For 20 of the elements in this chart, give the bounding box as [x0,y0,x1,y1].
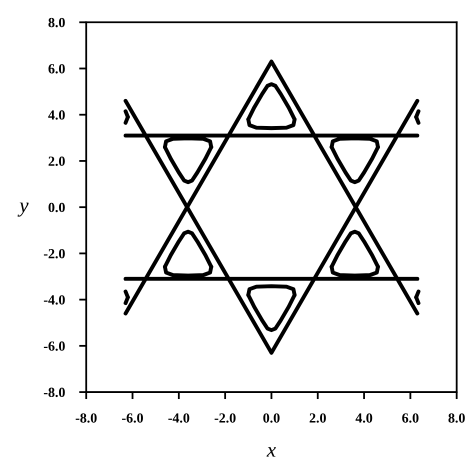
x-tick-label: -2.0 [214,413,236,423]
x-tick-label: 2.0 [310,413,326,423]
y-tick-label: 0.0 [48,202,65,212]
x-tick-label: 6.0 [402,413,419,423]
y-tick-label: 8.0 [48,18,65,28]
y-tick-label: -8.0 [44,388,65,398]
x-tick-label: 4.0 [356,413,372,423]
y-axis-title: y [18,202,29,217]
y-tick-label: -2.0 [44,248,65,258]
y-tick-label: -4.0 [44,295,65,305]
x-tick-label: -4.0 [168,413,190,423]
x-axis-title: x [266,447,276,457]
x-tick-label: 8.0 [448,413,465,423]
x-tick-label: -6.0 [122,413,143,423]
x-tick-label: 0.0 [263,413,280,423]
y-tick-label: -6.0 [44,341,65,351]
x-tick-label: -8.0 [76,413,97,423]
y-tick-label: 6.0 [48,64,65,74]
y-tick-label: 4.0 [48,110,65,120]
y-tick-label: 2.0 [48,156,65,166]
